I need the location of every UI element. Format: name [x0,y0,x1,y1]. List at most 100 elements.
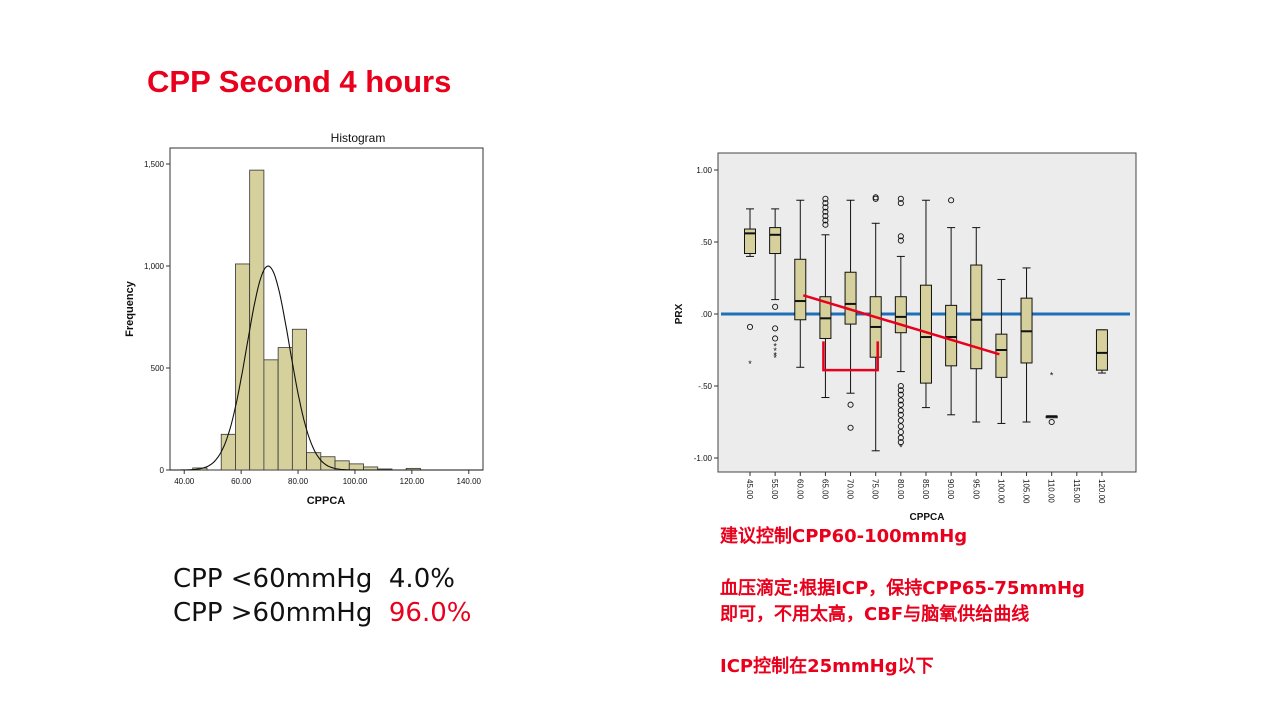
boxplot-outlier [822,217,829,224]
boxplot-outlier [897,411,904,418]
boxplot-box [894,296,907,334]
boxplot-outlier [822,200,829,207]
boxplot-box-group [869,194,882,452]
boxplot-box [995,333,1008,378]
boxplot-x-tick-label: 85.00 [921,479,930,500]
boxplot-x-tick-label: 60.00 [795,479,804,500]
boxplot-box-group [794,199,807,368]
boxplot-outlier [772,303,779,310]
boxplot-outlier [847,424,854,431]
histogram-y-tick-label: 0 [160,466,165,475]
note-line: ICP控制在25mmHg以下 [720,656,934,677]
boxplot-x-tick-label: 115.00 [1072,479,1081,503]
boxplot-outlier [822,204,829,211]
note-line: 建议控制CPP60-100mmHg [720,526,968,547]
boxplot-x-tick-label: 110.00 [1047,479,1056,503]
boxplot-box [1095,329,1108,371]
histogram-x-tick-label: 120.00 [400,477,425,486]
boxplot-outlier [897,195,904,202]
boxplot-box-group [819,195,832,399]
note-line [720,628,1085,654]
boxplot-outlier [897,401,904,408]
boxplot-extreme: * [773,350,777,360]
boxplot-outlier [822,213,829,220]
boxplot-outlier [822,208,829,215]
boxplot-x-tick-label: 65.00 [820,479,829,500]
histogram-x-label: CPPCA [307,495,346,507]
boxplot-outlier [847,401,854,408]
boxplot-outlier [897,233,904,240]
boxplot-outlier [772,325,779,332]
boxplot-x-tick-label: 105.00 [1022,479,1031,504]
boxplot-extreme: * [773,342,777,352]
cpp-stat-row-low: CPP <60mmHg 4.0% [173,562,472,596]
histogram-bar [235,263,251,471]
histogram-x-tick-label: 60.00 [231,477,252,486]
boxplot-outlier [897,417,904,424]
boxplot-x-tick-label: 75.00 [871,479,880,500]
boxplot-x-tick-label: 45.00 [745,479,754,500]
boxplot-box-group [844,199,857,431]
cpp-stat-value: 96.0% [388,598,472,628]
histogram-bars [192,169,421,471]
boxplot-y-tick-label: .50 [701,238,713,247]
boxplot-outlier [822,221,829,228]
cpp-stat-label: CPP >60mmHg [173,598,373,628]
boxplot-y-axis: 1.00 .50 .00 -.50 -1.00 [694,166,718,463]
boxplot-box-group: * [1045,370,1058,426]
boxplot-extreme: * [748,359,752,369]
bracket-annotation [822,341,879,372]
boxplot-boxes: ******* [721,194,1130,452]
note-line [720,550,1085,576]
boxplot-x-tick-label: 55.00 [770,479,779,500]
histogram-x-tick-label: 100.00 [343,477,368,486]
histogram-x-axis: 40.00 60.00 80.00 100.00 120.00 140.00 [174,470,482,486]
histogram-plot-area [169,147,484,471]
boxplot-y-label: PRX [674,303,685,324]
histogram-bar [249,169,265,471]
boxplot-x-label: CPPCA [909,512,944,523]
boxplot-extreme: * [1050,370,1054,380]
boxplot-box-group [970,227,983,423]
boxplot-box-group [945,197,958,416]
boxplot-outlier [897,423,904,430]
boxplot-outlier [948,197,955,204]
boxplot-outlier [897,434,904,441]
cpp-stats: CPP <60mmHg 4.0% CPP >60mmHg 96.0% [173,562,472,630]
boxplot-outlier [772,335,779,342]
boxplot-outlier [897,200,904,207]
histogram-x-tick-label: 140.00 [457,477,482,486]
boxplot-box-group: * [894,195,907,452]
histogram-y-tick-label: 500 [151,364,165,373]
histogram-chart: Histogram 0 500 1,000 1,500 40.00 60.00 80.00… [124,131,484,507]
boxplot-extreme: * [773,353,777,363]
histogram-y-label: Frequency [124,280,136,337]
histogram-x-tick-label: 40.00 [174,477,195,486]
histogram-bar [348,463,364,471]
histogram-title: Histogram [331,131,386,145]
histogram-y-tick-label: 1,500 [144,160,165,169]
boxplot-box [744,228,756,255]
boxplot-box [794,258,807,321]
normal-curve [170,265,483,471]
note-line: 血压滴定:根据ICP，保持CPP65-75mmHg [720,578,1085,599]
boxplot-outlier [897,407,904,414]
histogram-bar [277,347,293,471]
boxplot-box-group [995,278,1008,424]
boxplot-outlier [897,439,904,446]
boxplot-box-group [1095,329,1108,374]
boxplot-extreme: * [773,346,777,356]
boxplot-box-group [1020,267,1033,423]
cpp-stat-value: 4.0% [388,564,455,594]
boxplot-chart: 1.00 .50 .00 -.50 -1.00 45.00 55.00 60.00 65.00… [674,152,1137,523]
histogram-y-tick-label: 1,000 [144,262,165,271]
boxplot-outlier [897,387,904,394]
cpp-stat-row-high: CPP >60mmHg 96.0% [173,596,472,630]
boxplot-annotations [802,294,1000,372]
boxplot-x-tick-label: 80.00 [896,479,905,500]
cpp-stat-label: CPP <60mmHg [173,564,373,594]
boxplot-x-tick-label: 120.00 [1097,479,1106,504]
histogram-bar [220,433,236,471]
boxplot-extreme: * [899,442,903,452]
boxplot-x-tick-label: 100.00 [996,479,1005,504]
